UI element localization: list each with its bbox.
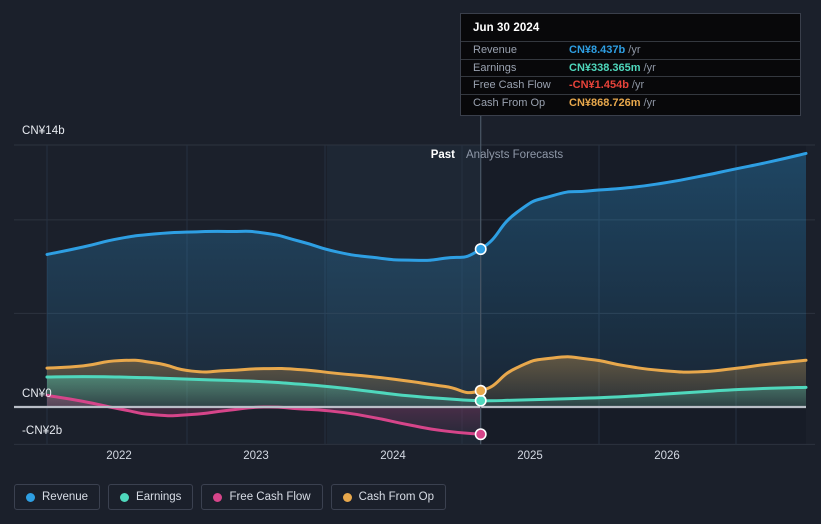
chart-point-markers <box>474 243 487 441</box>
x-axis-tick-2025: 2025 <box>517 450 543 462</box>
point-marker-free-cash-flow <box>474 428 487 441</box>
legend-item-label: Cash From Op <box>358 491 435 503</box>
chart-areas <box>47 153 806 435</box>
tooltip-row: Revenue CN¥8.437b/yr <box>461 41 800 59</box>
legend-item-earnings[interactable]: Earnings <box>108 484 194 510</box>
point-marker-revenue <box>474 243 487 256</box>
legend-item-label: Free Cash Flow <box>229 491 311 503</box>
legend-item-cash-from-op[interactable]: Cash From Op <box>330 484 447 510</box>
y-axis-label-top: CN¥14b <box>22 125 65 137</box>
tooltip-metric-value: CN¥8.437b/yr <box>569 44 641 57</box>
tooltip-row: Cash From Op CN¥868.726m/yr <box>461 93 800 112</box>
legend-item-revenue[interactable]: Revenue <box>14 484 101 510</box>
point-marker-cash-from-op <box>474 384 487 397</box>
tooltip-metric-value: CN¥338.365m/yr <box>569 61 656 74</box>
tooltip-metric-name: Revenue <box>473 44 518 57</box>
legend-color-dot-icon <box>26 492 35 502</box>
x-axis-tick-2026: 2026 <box>654 450 680 462</box>
tooltip-metric-name: Earnings <box>473 61 517 74</box>
series-area-free-cash-flow <box>47 395 481 435</box>
x-axis-tick-2022: 2022 <box>106 450 132 462</box>
legend-item-label: Earnings <box>136 491 182 503</box>
point-marker-earnings <box>474 394 487 407</box>
x-axis-tick-2024: 2024 <box>380 450 406 462</box>
legend-item-free-cash-flow[interactable]: Free Cash Flow <box>201 484 323 510</box>
tooltip-row: Earnings CN¥338.365m/yr <box>461 58 800 77</box>
series-line-earnings <box>45 375 808 403</box>
tooltip-rows: Revenue CN¥8.437b/yr Earnings CN¥338.365m/y… <box>461 41 800 111</box>
tooltip-metric-name: Free Cash Flow <box>473 79 551 92</box>
legend-color-dot-icon <box>213 492 223 502</box>
tooltip-metric-unit: /yr <box>643 61 656 74</box>
series-line-cash-from-op <box>45 355 808 395</box>
legend-color-dot-icon <box>120 492 130 502</box>
y-axis-label-zero: CN¥0 <box>22 388 52 400</box>
tooltip-metric-value: -CN¥1.454b/yr <box>569 79 645 92</box>
series-line-revenue <box>45 151 808 262</box>
series-area-revenue <box>47 153 806 407</box>
data-point-tooltip: Jun 30 2024 Revenue CN¥8.437b/yr Earnings C… <box>460 13 801 116</box>
y-axis-label-bottom: -CN¥2b <box>22 425 63 437</box>
chart-svg <box>14 13 815 445</box>
tooltip-metric-name: Cash From Op <box>473 96 546 109</box>
tooltip-date: Jun 30 2024 <box>473 22 540 34</box>
tooltip-metric-unit: /yr <box>628 44 641 57</box>
tooltip-metric-unit: /yr <box>631 79 645 92</box>
past-band-label: Past <box>430 149 455 161</box>
tooltip-metric-unit: /yr <box>643 96 656 109</box>
chart-plot-area[interactable]: CN¥14b CN¥0 -CN¥2b 2022 2023 2024 2025 2026 … <box>0 0 821 470</box>
legend-color-dot-icon <box>342 492 352 502</box>
forecast-band-label: Analysts Forecasts <box>466 149 564 161</box>
chart-legend[interactable]: Revenue Earnings Free Cash Flow Cash From O… <box>14 484 447 510</box>
tooltip-row: Free Cash Flow -CN¥1.454b/yr <box>461 76 800 94</box>
x-axis-tick-2023: 2023 <box>243 450 269 462</box>
legend-item-label: Revenue <box>42 491 89 503</box>
tooltip-metric-value: CN¥868.726m/yr <box>569 96 656 109</box>
series-area-earnings <box>47 376 806 407</box>
